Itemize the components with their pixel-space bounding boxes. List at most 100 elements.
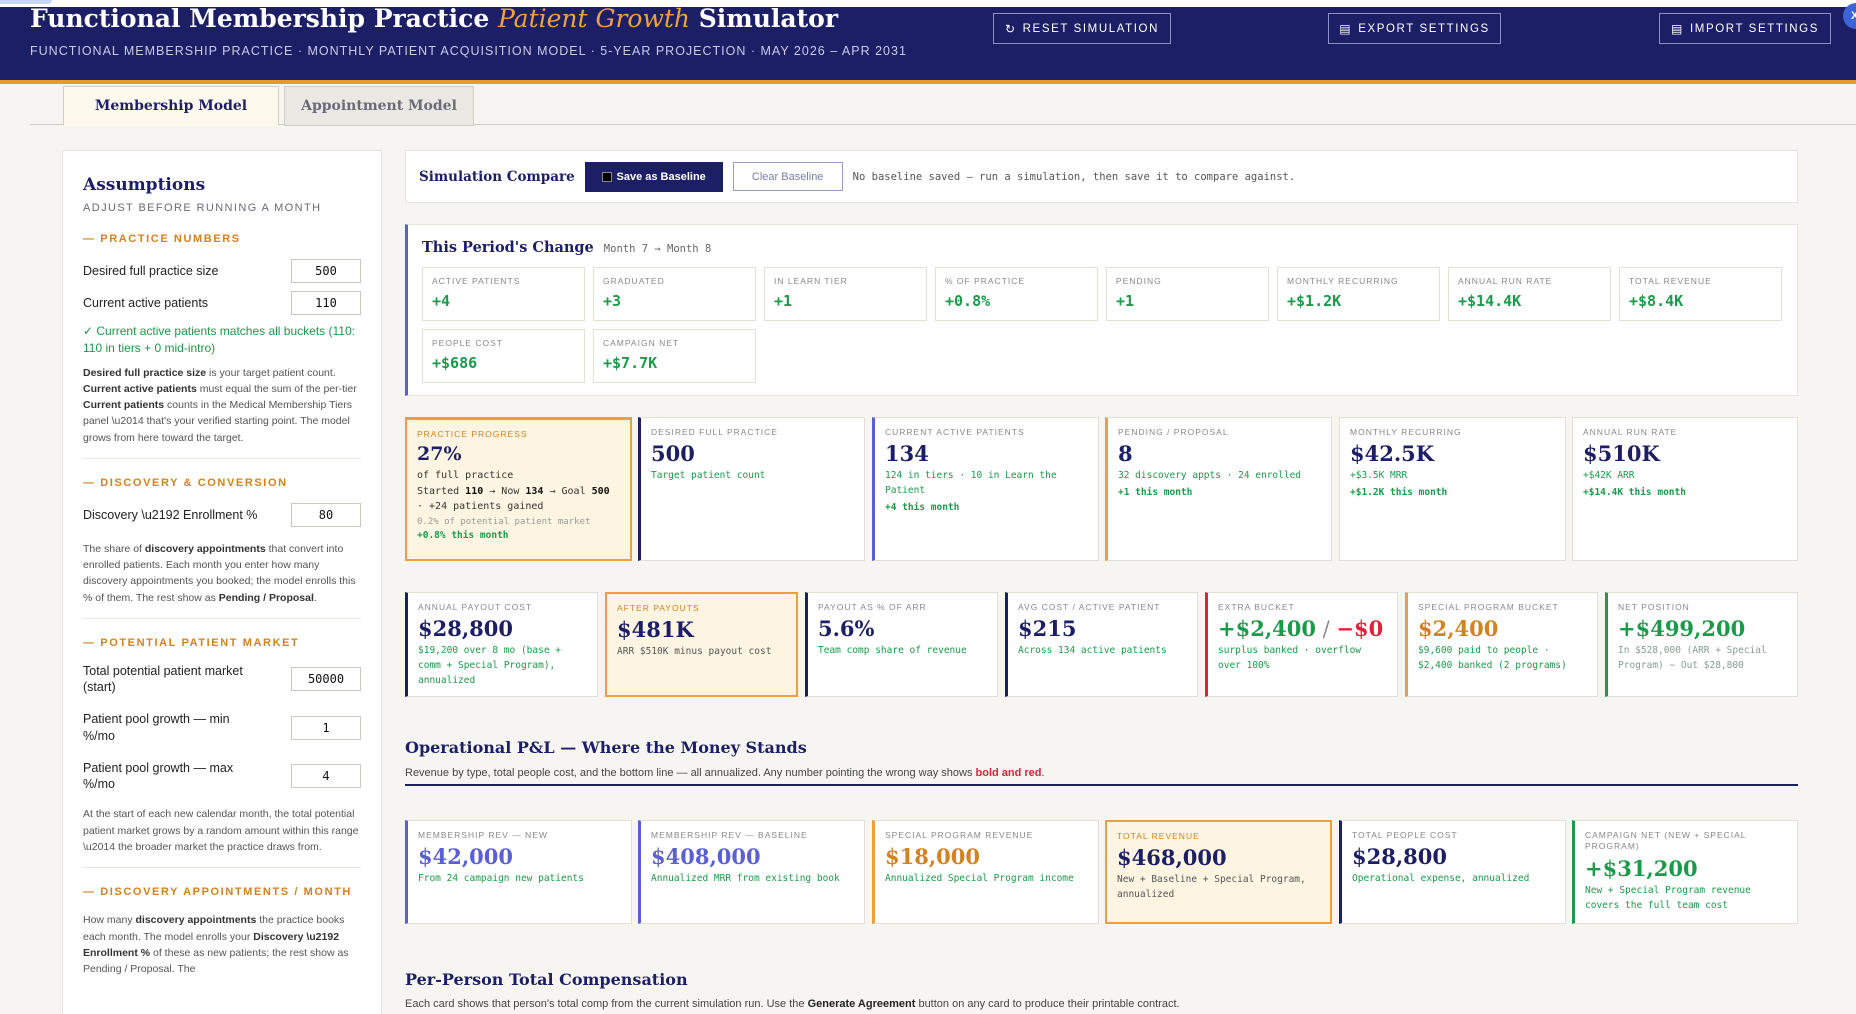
period-value: +1 — [1116, 292, 1135, 310]
note-bold: discovery appointments — [144, 542, 266, 555]
card-sub: 32 discovery appts · 24 enrolled — [1118, 470, 1302, 482]
pending-card: PENDING / PROPOSAL 8 32 discovery appts … — [1105, 417, 1332, 561]
value-separator: / — [1315, 617, 1337, 642]
operational-pl-title: Operational P&L — Where the Money Stands — [405, 738, 807, 757]
progress-started: 110 — [465, 485, 484, 497]
payout-pct-arr-card: PAYOUT AS % OF ARR 5.6% Team comp share … — [805, 592, 998, 697]
card-sub: Annualized Special Program income — [885, 873, 1074, 885]
reset-simulation-button[interactable]: ↻ RESET SIMULATION — [993, 13, 1171, 44]
progress-text: → Now — [483, 485, 526, 497]
period-people-cost: PEOPLE COST +$686 — [422, 329, 585, 383]
compare-message: No baseline saved — run a simulation, th… — [852, 170, 1296, 183]
card-label: MEMBERSHIP REV — BASELINE — [651, 830, 808, 840]
note-text: The share of — [83, 542, 145, 555]
note-bold: discovery appointments — [135, 914, 257, 927]
period-label: IN LEARN TIER — [774, 276, 848, 286]
period-value: +0.8% — [945, 292, 991, 310]
enrollment-input[interactable] — [291, 502, 361, 527]
card-label: AFTER PAYOUTS — [617, 603, 700, 613]
card-value: $28,800 — [418, 616, 513, 642]
card-sub: +$3.5K MRR — [1350, 470, 1408, 482]
progress-text: → Goal — [543, 485, 592, 497]
market-total-input[interactable] — [291, 667, 361, 692]
period-learn-tier: IN LEARN TIER +1 — [764, 267, 927, 321]
card-sub: From 24 campaign new patients — [418, 873, 584, 885]
save-baseline-button[interactable]: Save as Baseline — [584, 161, 723, 192]
sub-text-red: overflow over 100% — [1218, 645, 1362, 672]
tab-appointment-model[interactable]: Appointment Model — [284, 86, 474, 126]
growth-max-label: Patient pool growth — max %/mo — [83, 760, 234, 792]
progress-of-label: of full practice — [417, 470, 514, 482]
total-people-cost-card: TOTAL PEOPLE COST $28,800 Operational ex… — [1339, 820, 1566, 924]
note-text: How many — [83, 914, 136, 927]
card-sub: New + Special Program revenue covers the… — [1585, 884, 1751, 911]
card-sub: ARR $510K minus payout cost — [617, 646, 772, 658]
import-label: IMPORT SETTINGS — [1689, 22, 1819, 35]
growth-max-input[interactable] — [291, 764, 361, 789]
card-label: PENDING / PROPOSAL — [1118, 427, 1229, 437]
growth-min-input[interactable] — [291, 715, 361, 740]
discovery-note: The share of discovery appointments that… — [83, 541, 361, 606]
card-delta: +$14.4K this month — [1583, 487, 1686, 499]
period-header: This Period's Change Month 7 → Month 8 — [422, 239, 711, 256]
practice-progress-card: PRACTICE PROGRESS 27% of full practice S… — [405, 417, 632, 561]
card-label: SPECIAL PROGRAM REVENUE — [885, 830, 1034, 840]
market-note: At the start of each new calendar month,… — [83, 808, 359, 854]
period-label: GRADUATED — [603, 276, 665, 286]
document-icon: ▤ — [1671, 21, 1684, 36]
total-revenue-card: TOTAL REVENUE $468,000 New + Baseline + … — [1105, 820, 1332, 924]
per-person-comp-desc: Each card shows that person's total comp… — [405, 998, 1180, 1010]
growth-min-row: Patient pool growth — min %/mo — [83, 711, 361, 744]
arr-card: ANNUAL RUN RATE $510K +$42K ARR +$14.4K … — [1572, 417, 1798, 561]
desired-size-input[interactable] — [291, 259, 361, 283]
period-active-patients: ACTIVE PATIENTS +4 — [422, 267, 585, 321]
section-rule — [405, 784, 1798, 786]
period-campaign-net: CAMPAIGN NET +$7.7K — [593, 329, 756, 383]
title-pre: Functional Membership Practice — [30, 4, 498, 33]
card-value: $42,000 — [418, 844, 513, 870]
period-value: +$1.2K — [1287, 292, 1342, 310]
clear-baseline-button[interactable]: Clear Baseline — [732, 162, 843, 191]
card-sub: 124 in tiers · 10 in Learn the Patient — [885, 470, 1057, 497]
card-sub: Team comp share of revenue — [818, 645, 967, 657]
card-value: +$31,200 — [1585, 855, 1698, 881]
current-active-input[interactable] — [291, 291, 361, 315]
save-baseline-label: Save as Baseline — [616, 170, 706, 183]
appointments-note: How many discovery appointments the prac… — [83, 912, 361, 977]
card-label: AVG COST / ACTIVE PATIENT — [1018, 602, 1161, 612]
import-settings-button[interactable]: ▤ IMPORT SETTINGS — [1659, 13, 1831, 44]
divider — [83, 457, 361, 459]
save-icon — [601, 171, 612, 182]
membership-rev-baseline-card: MEMBERSHIP REV — BASELINE $408,000 Annua… — [638, 820, 865, 924]
market-total-row: Total potential patient market (start) — [83, 663, 361, 696]
period-label: PENDING — [1116, 276, 1162, 286]
assumptions-sidebar: Assumptions ADJUST BEFORE RUNNING A MONT… — [62, 150, 382, 1014]
campaign-net-card: CAMPAIGN NET (NEW + SPECIAL PROGRAM) +$3… — [1572, 820, 1798, 924]
export-settings-button[interactable]: ▤ EXPORT SETTINGS — [1328, 13, 1501, 44]
divider — [83, 867, 361, 869]
card-value: $481K — [617, 617, 694, 643]
card-sub: +$42K ARR — [1583, 470, 1635, 482]
tab-membership-model[interactable]: Membership Model — [63, 86, 279, 126]
card-label: PAYOUT AS % OF ARR — [818, 602, 927, 612]
card-sub: Target patient count — [651, 470, 766, 482]
card-label: ANNUAL PAYOUT COST — [418, 602, 533, 612]
progress-gained: · +24 patients gained — [417, 501, 544, 513]
note-bold: Pending / Proposal — [218, 591, 314, 604]
period-label: PEOPLE COST — [432, 338, 503, 348]
card-sub: Operational expense, annualized — [1352, 873, 1530, 885]
growth-max-row: Patient pool growth — max %/mo — [83, 760, 361, 793]
surplus-value: +$2,400 — [1218, 616, 1316, 642]
annual-payout-card: ANNUAL PAYOUT COST $28,800 $19,200 over … — [405, 592, 598, 697]
card-delta: +$1.2K this month — [1350, 487, 1448, 499]
close-icon[interactable]: X — [1843, 3, 1856, 29]
sub-text: surplus banked — [1218, 645, 1299, 657]
current-active-row: Current active patients — [83, 291, 361, 315]
title-post: Simulator — [690, 4, 839, 33]
app-header: Functional Membership Practice Patient G… — [0, 0, 1856, 84]
card-label: EXTRA BUCKET — [1218, 602, 1295, 612]
desc-bold: Generate Agreement — [807, 998, 916, 1010]
market-total-label: Total potential patient market (start) — [83, 663, 243, 695]
operational-pl-desc: Revenue by type, total people cost, and … — [405, 767, 1045, 779]
card-sub: Across 134 active patients — [1018, 645, 1167, 657]
